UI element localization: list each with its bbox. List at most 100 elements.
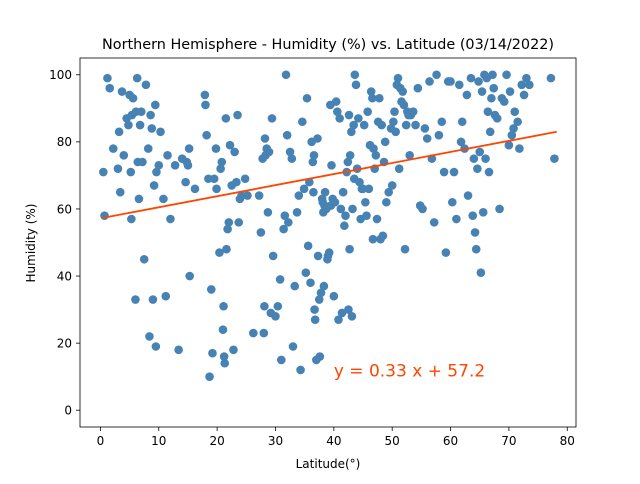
data-point: [143, 144, 153, 153]
data-point: [154, 161, 164, 170]
data-point: [185, 271, 194, 281]
data-point: [492, 114, 502, 123]
data-point: [308, 157, 318, 167]
data-point: [468, 211, 478, 220]
data-point: [345, 244, 354, 254]
data-point: [232, 177, 241, 187]
data-point: [202, 130, 211, 140]
data-point: [369, 144, 378, 153]
data-point: [260, 301, 269, 311]
data-point: [525, 80, 534, 90]
data-point: [509, 124, 518, 133]
x-tick-label: 60: [443, 434, 458, 448]
data-point: [513, 117, 522, 127]
data-point: [296, 365, 305, 375]
data-point: [425, 77, 434, 86]
data-point: [477, 87, 487, 96]
data-point: [119, 150, 129, 160]
data-point: [484, 167, 494, 177]
data-point: [439, 167, 449, 177]
x-tick-label: 10: [151, 434, 166, 448]
data-point: [249, 328, 258, 338]
data-point: [135, 120, 145, 130]
data-point: [159, 194, 168, 204]
data-point: [216, 164, 225, 173]
data-point: [405, 150, 414, 160]
data-point: [301, 268, 311, 277]
data-point: [362, 211, 371, 220]
data-point: [290, 281, 300, 291]
data-point: [351, 80, 361, 90]
data-point: [105, 83, 115, 93]
data-point: [329, 291, 339, 301]
data-point: [243, 191, 252, 200]
data-point: [422, 134, 432, 143]
x-axis-ticks: 0 10 20 30 40 50 60 70 80: [97, 427, 575, 448]
data-point: [309, 150, 319, 160]
data-point: [108, 144, 118, 153]
data-point: [138, 157, 147, 167]
data-point: [212, 184, 221, 194]
data-point: [315, 352, 325, 361]
data-point: [340, 221, 349, 231]
x-tick-label: 40: [326, 434, 341, 448]
data-point: [146, 110, 155, 120]
data-point: [391, 127, 400, 137]
data-point: [128, 93, 138, 103]
y-tick-label: 100: [49, 68, 72, 82]
data-point: [382, 197, 391, 207]
data-point: [488, 70, 497, 80]
data-point: [220, 358, 230, 368]
data-point: [148, 295, 158, 304]
data-point: [151, 342, 161, 351]
data-point: [234, 218, 244, 227]
data-point: [277, 355, 286, 365]
data-point: [281, 70, 291, 80]
data-point: [441, 248, 451, 257]
data-point: [517, 80, 527, 90]
data-point: [224, 218, 234, 227]
data-point: [344, 305, 353, 314]
data-point: [341, 211, 350, 220]
data-point: [267, 114, 277, 123]
x-axis-label: Latitude(°): [296, 457, 361, 471]
y-tick-label: 20: [57, 336, 72, 350]
data-point: [466, 73, 476, 83]
data-point: [163, 150, 172, 160]
data-point: [310, 305, 319, 314]
data-point: [505, 87, 515, 96]
data-point: [240, 174, 250, 184]
data-point: [174, 345, 183, 355]
regression-line: [102, 130, 557, 219]
y-tick-label: 60: [57, 202, 72, 216]
data-point: [470, 228, 480, 237]
data-point: [313, 134, 322, 143]
data-point: [489, 83, 499, 93]
data-point: [327, 161, 336, 170]
data-point: [211, 144, 221, 153]
data-point: [363, 107, 372, 116]
data-point: [200, 90, 210, 100]
data-point: [145, 332, 154, 341]
data-point: [475, 147, 485, 157]
data-point: [389, 117, 398, 127]
data-point: [313, 251, 323, 261]
x-tick-label: 0: [97, 434, 105, 448]
data-point: [366, 87, 376, 96]
x-tick-label: 70: [501, 434, 516, 448]
data-point: [481, 154, 490, 163]
data-point: [413, 83, 423, 93]
data-point: [222, 244, 231, 254]
data-point: [387, 181, 397, 190]
data-point: [347, 312, 357, 321]
data-point: [485, 127, 495, 137]
data-point: [117, 87, 127, 96]
data-point: [344, 110, 354, 120]
data-point: [134, 194, 144, 204]
data-point: [454, 80, 464, 90]
data-point: [408, 107, 418, 116]
data-point: [302, 93, 312, 103]
data-point: [449, 167, 459, 177]
